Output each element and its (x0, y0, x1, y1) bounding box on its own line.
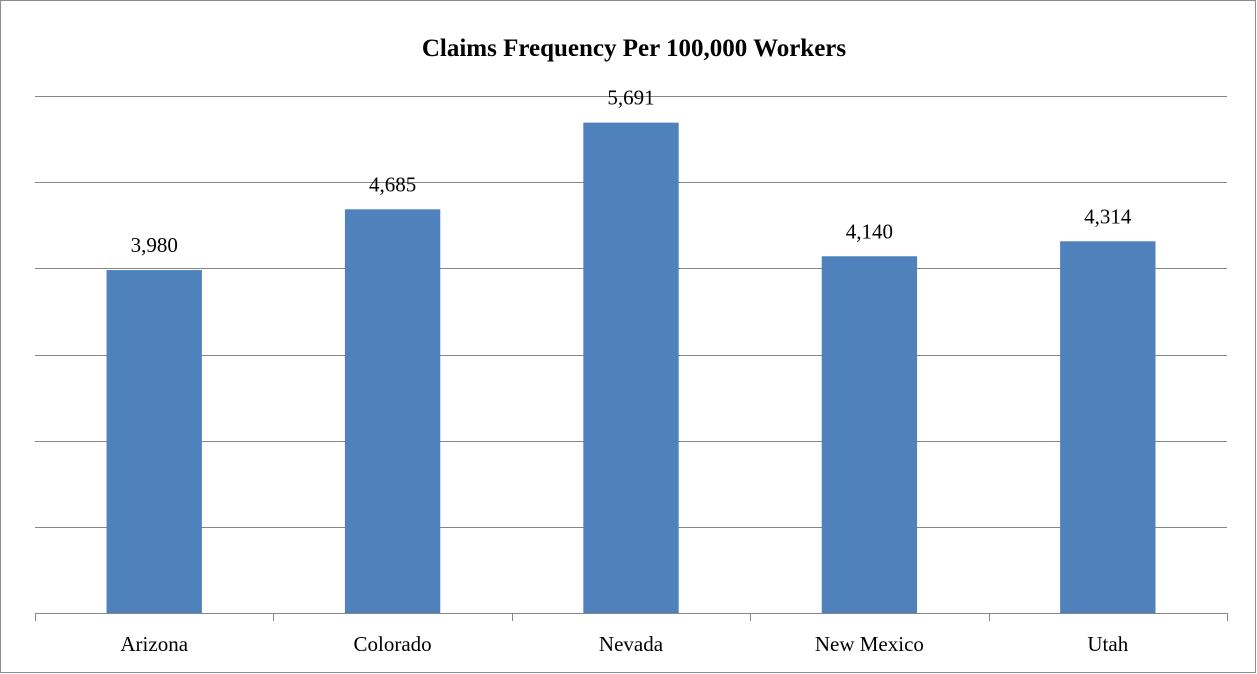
data-labels: 3,980 4,685 5,691 4,140 4,314 (131, 86, 1132, 257)
x-tick-label: Nevada (599, 632, 664, 656)
data-label: 3,980 (131, 233, 178, 257)
data-label: 5,691 (607, 86, 654, 110)
bars (106, 122, 1156, 614)
x-tick-label: Arizona (120, 632, 188, 656)
bar-utah (1060, 241, 1156, 614)
x-axis: Arizona Colorado Nevada New Mexico Utah (35, 613, 1228, 656)
x-tick-label: Colorado (354, 632, 432, 656)
data-label: 4,314 (1084, 204, 1132, 228)
bar-new-mexico (821, 256, 918, 613)
data-label: 4,140 (846, 219, 893, 243)
bar-nevada (583, 122, 679, 614)
bar-arizona (106, 270, 202, 613)
x-tick-label: Utah (1087, 632, 1128, 656)
data-label: 4,685 (369, 172, 416, 196)
chart-title: Claims Frequency Per 100,000 Workers (422, 35, 847, 62)
bar-colorado (344, 209, 441, 613)
x-tick-label: New Mexico (815, 632, 924, 656)
